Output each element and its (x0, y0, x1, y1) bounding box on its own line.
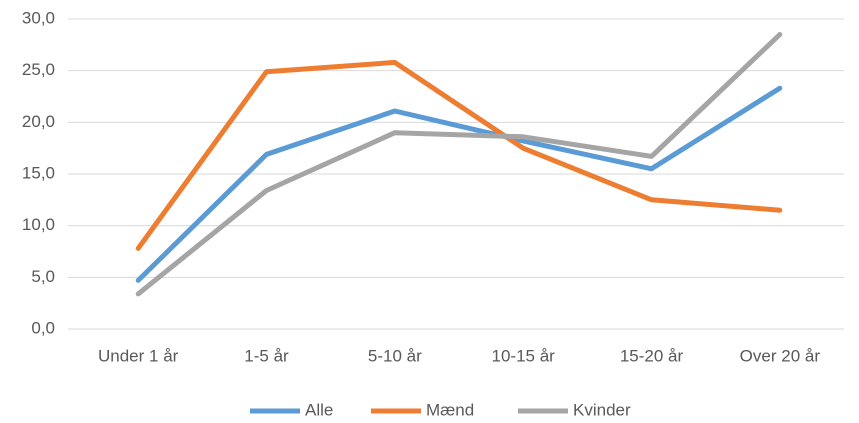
x-tick-label: 1-5 år (244, 346, 289, 365)
y-tick-label: 20,0 (22, 112, 55, 131)
y-tick-label: 10,0 (22, 215, 55, 234)
legend-label: Alle (305, 400, 333, 419)
y-tick-label: 5,0 (31, 267, 55, 286)
y-tick-label: 0,0 (31, 318, 55, 337)
x-tick-label: 10-15 år (492, 346, 556, 365)
y-tick-label: 30,0 (22, 8, 55, 27)
x-tick-label: Over 20 år (740, 346, 821, 365)
series-line (135, 85, 783, 283)
legend-label: Kvinder (573, 400, 631, 419)
y-tick-label: 25,0 (22, 60, 55, 79)
y-tick-label: 15,0 (22, 163, 55, 182)
series-line (135, 59, 783, 251)
x-tick-label: 15-20 år (620, 346, 684, 365)
x-tick-label: Under 1 år (98, 346, 179, 365)
x-tick-label: 5-10 år (368, 346, 422, 365)
series-line (135, 32, 783, 297)
legend-label: Mænd (426, 400, 474, 419)
